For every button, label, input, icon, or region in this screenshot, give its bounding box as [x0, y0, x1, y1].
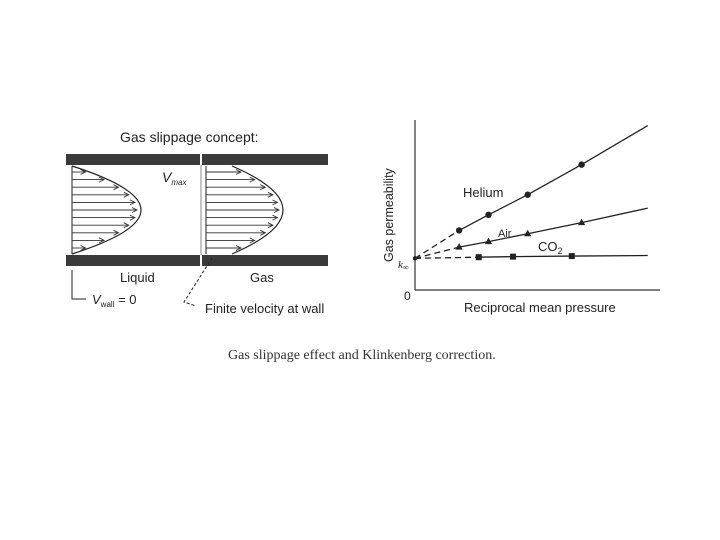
series-co2-extrapolation	[414, 256, 479, 259]
liquid-velocity-profile	[71, 165, 142, 255]
gas-velocity-arrows	[206, 169, 281, 251]
series-air-point	[484, 237, 493, 245]
series-air-point	[524, 229, 532, 237]
x-axis-label: Reciprocal mean pressure	[464, 300, 616, 315]
series-co2-point	[475, 254, 482, 261]
series-co2-line	[478, 254, 648, 258]
series-helium-point	[485, 211, 492, 219]
pipe-walls	[66, 154, 328, 266]
liquid-arrow-head	[131, 207, 139, 213]
liquid-arrow-head	[80, 245, 87, 251]
series-air-extrapolation	[414, 246, 460, 259]
gas-arrow-head	[235, 169, 242, 175]
series-label-air: Air	[498, 228, 512, 240]
vmax-label: Vmax	[162, 169, 187, 187]
liquid-arrow-head	[129, 199, 136, 206]
series-air-point	[455, 243, 463, 250]
vwall-label: Vwall = 0	[92, 292, 137, 309]
series-air-point	[578, 218, 586, 226]
liquid-arrow-head	[80, 169, 87, 175]
series-helium-point	[578, 161, 585, 168]
y-axis-label: Gas permeability	[382, 167, 396, 262]
series-helium-point	[455, 227, 463, 234]
chart: Gas permeability Reciprocal mean pressur…	[382, 120, 660, 315]
gas-arrow-head	[267, 191, 274, 198]
series-layer	[412, 125, 649, 261]
series-helium-extrapolation	[414, 229, 460, 259]
k-infinity-label: k∞	[398, 259, 409, 272]
series-helium-point	[524, 191, 531, 198]
series-label-co2: CO2	[538, 239, 563, 256]
gas-arrow-head	[249, 237, 256, 244]
series-label-helium: Helium	[463, 185, 503, 200]
liquid-arrow-head	[113, 184, 120, 191]
gas-arrow-head	[273, 207, 281, 213]
liquid-velocity-arrows	[72, 169, 139, 251]
gas-arrow-head	[267, 222, 274, 229]
series-co2-point	[510, 253, 516, 260]
liquid-arrow-head	[113, 229, 120, 236]
gas-arrow-head	[249, 176, 256, 183]
left-title: Gas slippage concept:	[120, 129, 259, 145]
finite-leader	[183, 257, 213, 307]
gas-top-wall	[202, 154, 328, 165]
liquid-arrow-head	[98, 176, 106, 183]
series-co2-point	[568, 253, 575, 260]
k-infinity-point	[412, 256, 418, 261]
liquid-top-wall	[66, 154, 200, 165]
origin-label: 0	[404, 289, 411, 303]
gas-bottom-wall	[202, 255, 328, 266]
gas-arrow-head	[272, 214, 279, 221]
gas-label: Gas	[250, 270, 274, 285]
figure-caption: Gas slippage effect and Klinkenberg corr…	[228, 348, 496, 363]
gas-arrow-head	[272, 199, 279, 206]
vwall-leader	[71, 270, 86, 300]
liquid-arrow-head	[123, 222, 130, 229]
gas-arrow-head	[260, 184, 267, 191]
finite-velocity-label: Finite velocity at wall	[205, 301, 324, 316]
liquid-arrow-head	[98, 237, 106, 244]
liquid-bottom-wall	[66, 255, 200, 266]
liquid-arrow-head	[123, 191, 130, 198]
gas-arrow-head	[235, 245, 242, 251]
gas-arrow-head	[260, 229, 267, 236]
liquid-arrow-head	[129, 214, 136, 221]
liquid-label: Liquid	[120, 270, 155, 285]
gas-velocity-profile	[231, 165, 284, 255]
